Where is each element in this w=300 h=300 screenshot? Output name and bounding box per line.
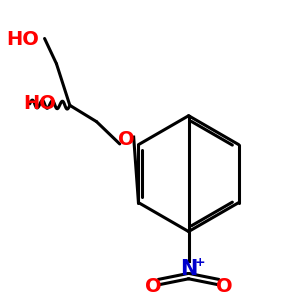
Text: N: N bbox=[180, 259, 197, 279]
Text: O: O bbox=[145, 277, 161, 296]
Text: +: + bbox=[195, 256, 205, 268]
Text: HO: HO bbox=[24, 94, 57, 113]
Text: O: O bbox=[216, 277, 232, 296]
Text: O: O bbox=[118, 130, 135, 149]
Text: HO: HO bbox=[6, 31, 39, 50]
